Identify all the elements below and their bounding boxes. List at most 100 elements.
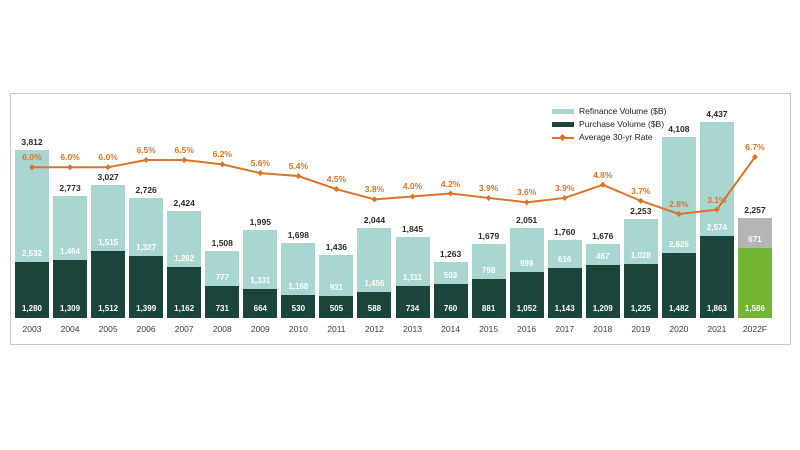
legend-label-purchase: Purchase Volume ($B) (579, 119, 665, 129)
bar-purchase-segment (319, 295, 354, 318)
bar-refinance-segment (737, 218, 772, 249)
year-label: 2019 (631, 324, 651, 334)
legend-item-refinance: Refinance Volume ($B) (552, 105, 666, 118)
rate-label: 3.1% (707, 194, 727, 205)
refinance-value-label: 2,574 (706, 222, 727, 232)
refinance-value-label: 2,625 (668, 239, 689, 249)
bar-total-label: 1,676 (592, 231, 614, 242)
refinance-value-label: 798 (481, 266, 496, 276)
bar-purchase-segment (433, 284, 468, 318)
refinance-swatch-icon (552, 109, 574, 114)
refinance-value-label: 1,262 (174, 253, 195, 263)
bar-total-label: 3,812 (21, 136, 43, 147)
rate-label: 6.0% (22, 152, 42, 163)
purchase-value-label: 1,143 (554, 304, 575, 313)
purchase-value-label: 1,162 (174, 304, 195, 313)
purchase-value-label: 1,309 (60, 304, 81, 313)
bar-refinance-segment (471, 243, 506, 280)
bar-total-label: 1,508 (211, 238, 233, 249)
year-label: 2010 (288, 324, 308, 334)
bar-purchase-segment (53, 260, 88, 318)
bar-total-label: 2,726 (135, 184, 157, 195)
bar-total-label: 1,263 (439, 249, 462, 260)
refinance-value-label: 467 (596, 251, 610, 261)
refinance-value-label: 777 (215, 272, 229, 282)
bar-purchase-segment (471, 279, 506, 318)
bar-purchase-segment (205, 285, 240, 318)
year-label: 2017 (555, 324, 575, 334)
bar-purchase-segment (699, 235, 734, 318)
year-label: 2003 (22, 324, 42, 334)
bar-purchase-segment (661, 252, 696, 318)
rate-label: 3.7% (631, 185, 651, 196)
purchase-value-label: 881 (481, 304, 496, 313)
year-label: 2009 (250, 324, 270, 334)
rate-label: 4.5% (326, 174, 347, 185)
refinance-value-label: 1,464 (60, 247, 81, 257)
legend-label-rate: Average 30-yr Rate (579, 132, 653, 142)
year-label: 2007 (174, 324, 194, 334)
bar-purchase-segment (623, 263, 658, 318)
refinance-value-label: 1,028 (630, 250, 651, 260)
bar-total-label: 1,698 (287, 230, 309, 241)
purchase-value-label: 760 (443, 304, 458, 313)
bar-refinance-segment (547, 240, 582, 268)
purchase-value-label: 1,512 (98, 304, 119, 313)
refinance-value-label: 503 (443, 271, 458, 281)
bar-total-label: 3,027 (97, 171, 119, 182)
year-label: 2021 (707, 324, 727, 334)
rate-label: 4.2% (440, 178, 461, 189)
bar-purchase-segment (167, 266, 202, 318)
bar-purchase-segment (737, 248, 772, 318)
bar-total-label: 2,424 (173, 198, 195, 209)
refinance-value-label: 1,456 (364, 279, 385, 289)
purchase-swatch-icon (552, 122, 574, 127)
chart-legend: Refinance Volume ($B) Purchase Volume ($… (552, 105, 666, 144)
rate-label: 4.8% (593, 169, 613, 180)
rate-label: 6.7% (745, 142, 765, 153)
purchase-value-label: 731 (215, 304, 229, 313)
purchase-value-label: 530 (291, 304, 306, 313)
refinance-value-label: 671 (748, 235, 762, 245)
bar-purchase-segment (357, 292, 392, 318)
bar-refinance-segment (433, 262, 468, 285)
bar-refinance-segment (167, 211, 202, 267)
purchase-value-label: 1,225 (630, 304, 651, 313)
purchase-value-label: 734 (405, 304, 420, 313)
bar-purchase-segment (547, 267, 582, 318)
bar-purchase-segment (243, 288, 278, 318)
bar-total-label: 1,995 (249, 217, 271, 228)
rate-line-swatch-icon (552, 133, 574, 141)
bar-purchase-segment (395, 285, 430, 318)
bar-refinance-segment (319, 254, 354, 296)
year-label: 2006 (136, 324, 156, 334)
purchase-value-label: 588 (367, 304, 382, 313)
year-label: 2013 (403, 324, 422, 334)
bar-purchase-segment (509, 271, 544, 318)
rate-label: 4.0% (402, 181, 423, 192)
rate-label: 2.8% (669, 199, 689, 209)
year-label: 2016 (517, 324, 537, 334)
rate-label: 3.6% (516, 187, 537, 198)
bar-refinance-segment (395, 236, 430, 286)
rate-label: 3.9% (555, 182, 575, 193)
refinance-value-label: 1,515 (98, 238, 119, 248)
rate-label: 6.0% (60, 152, 80, 163)
legend-item-rate: Average 30-yr Rate (552, 131, 666, 144)
bar-purchase-segment (91, 251, 126, 318)
year-label: 2014 (441, 324, 461, 334)
year-label: 2018 (593, 324, 613, 334)
bar-refinance-segment (243, 230, 278, 289)
refinance-value-label: 616 (558, 254, 572, 264)
bar-refinance-segment (205, 251, 240, 286)
rate-label: 6.5% (136, 144, 156, 155)
bar-refinance-segment (357, 227, 392, 293)
bar-total-label: 2,044 (363, 214, 386, 225)
year-label: 2011 (327, 324, 346, 334)
purchase-value-label: 1,586 (744, 304, 765, 313)
bar-total-label: 2,257 (744, 205, 766, 216)
year-label: 2015 (479, 324, 499, 334)
purchase-value-label: 1,280 (21, 304, 43, 313)
